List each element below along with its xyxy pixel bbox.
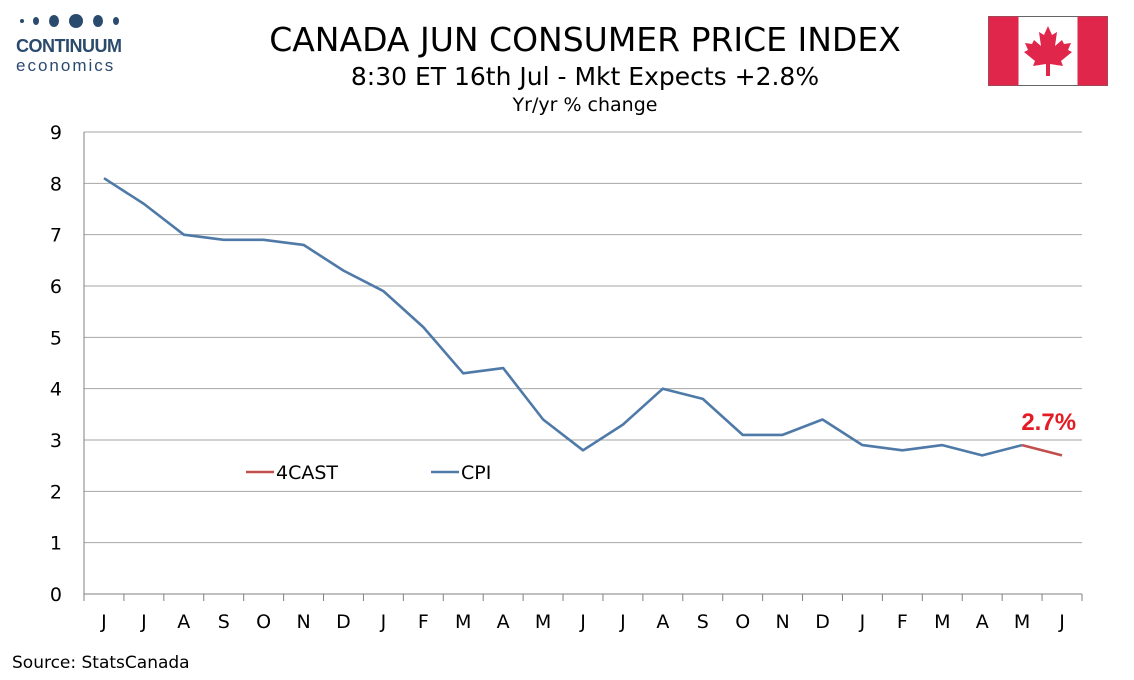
x-tick-label: D — [815, 611, 830, 633]
logo-sub: economics — [16, 56, 116, 75]
x-tick-label: S — [218, 611, 230, 633]
series-lines — [103, 177, 1063, 457]
x-tick-label: D — [336, 611, 351, 633]
continuum-logo: CONTINUUM economics — [12, 14, 142, 78]
x-tick-label: M — [455, 611, 471, 633]
series-4cast-line — [1021, 443, 1063, 457]
x-tick-label: A — [497, 611, 510, 633]
series-cpi-line — [103, 177, 1023, 457]
x-tick-label: J — [1058, 611, 1065, 633]
x-tick-label: J — [380, 611, 387, 633]
x-tick-label: M — [1014, 611, 1030, 633]
chart-subtitle: 8:30 ET 16th Jul - Mkt Expects +2.8% — [350, 62, 820, 91]
x-tick-label: N — [296, 611, 310, 633]
legend: 4CAST CPI — [246, 462, 491, 484]
x-tick-label: J — [859, 611, 866, 633]
gridlines — [84, 131, 1082, 544]
y-tick-label: 9 — [50, 122, 62, 144]
y-tick-label: 1 — [50, 533, 62, 555]
x-tick-label: J — [140, 611, 147, 633]
x-tick-label: O — [735, 611, 750, 633]
y-tick-label: 0 — [50, 584, 62, 606]
x-tick-label: J — [619, 611, 626, 633]
logo-dots-icon — [20, 14, 119, 28]
forecast-value-label: 2.7% — [1021, 409, 1076, 436]
x-tick-label: F — [418, 611, 429, 633]
y-tick-label: 7 — [50, 225, 62, 247]
y-tick-label: 4 — [50, 379, 62, 401]
x-tick-label: A — [177, 611, 190, 633]
y-tick-label: 2 — [50, 481, 62, 503]
x-tick-label: M — [934, 611, 950, 633]
y-tick-label: 5 — [50, 327, 62, 349]
axes: 0 1 2 3 4 5 6 7 8 9 J J A S O N D J F M A M J J A S O N D J F M A M J — [50, 122, 1083, 633]
x-tick-label: A — [976, 611, 989, 633]
legend-label-cpi: CPI — [461, 462, 491, 484]
x-tick-label: M — [535, 611, 551, 633]
annotations: 2.7% — [1021, 409, 1076, 436]
y-tick-label: 6 — [50, 276, 62, 298]
x-tick-label: N — [775, 611, 789, 633]
x-tick-label: S — [697, 611, 709, 633]
x-tick-label: F — [897, 611, 908, 633]
x-tick-label: J — [579, 611, 586, 633]
source-note: Source: StatsCanada — [12, 653, 190, 673]
x-tick-label: J — [100, 611, 107, 633]
logo-word: CONTINUUM — [16, 36, 122, 56]
legend-label-4cast: 4CAST — [276, 462, 338, 484]
chart-unit-label: Yr/yr % change — [512, 94, 658, 116]
chart-title: CANADA JUN CONSUMER PRICE INDEX — [269, 20, 901, 59]
canada-flag-icon — [988, 16, 1108, 86]
x-tick-label: A — [656, 611, 669, 633]
y-tick-label: 3 — [50, 430, 62, 452]
x-tick-label: O — [256, 611, 271, 633]
y-tick-label: 8 — [50, 173, 62, 195]
